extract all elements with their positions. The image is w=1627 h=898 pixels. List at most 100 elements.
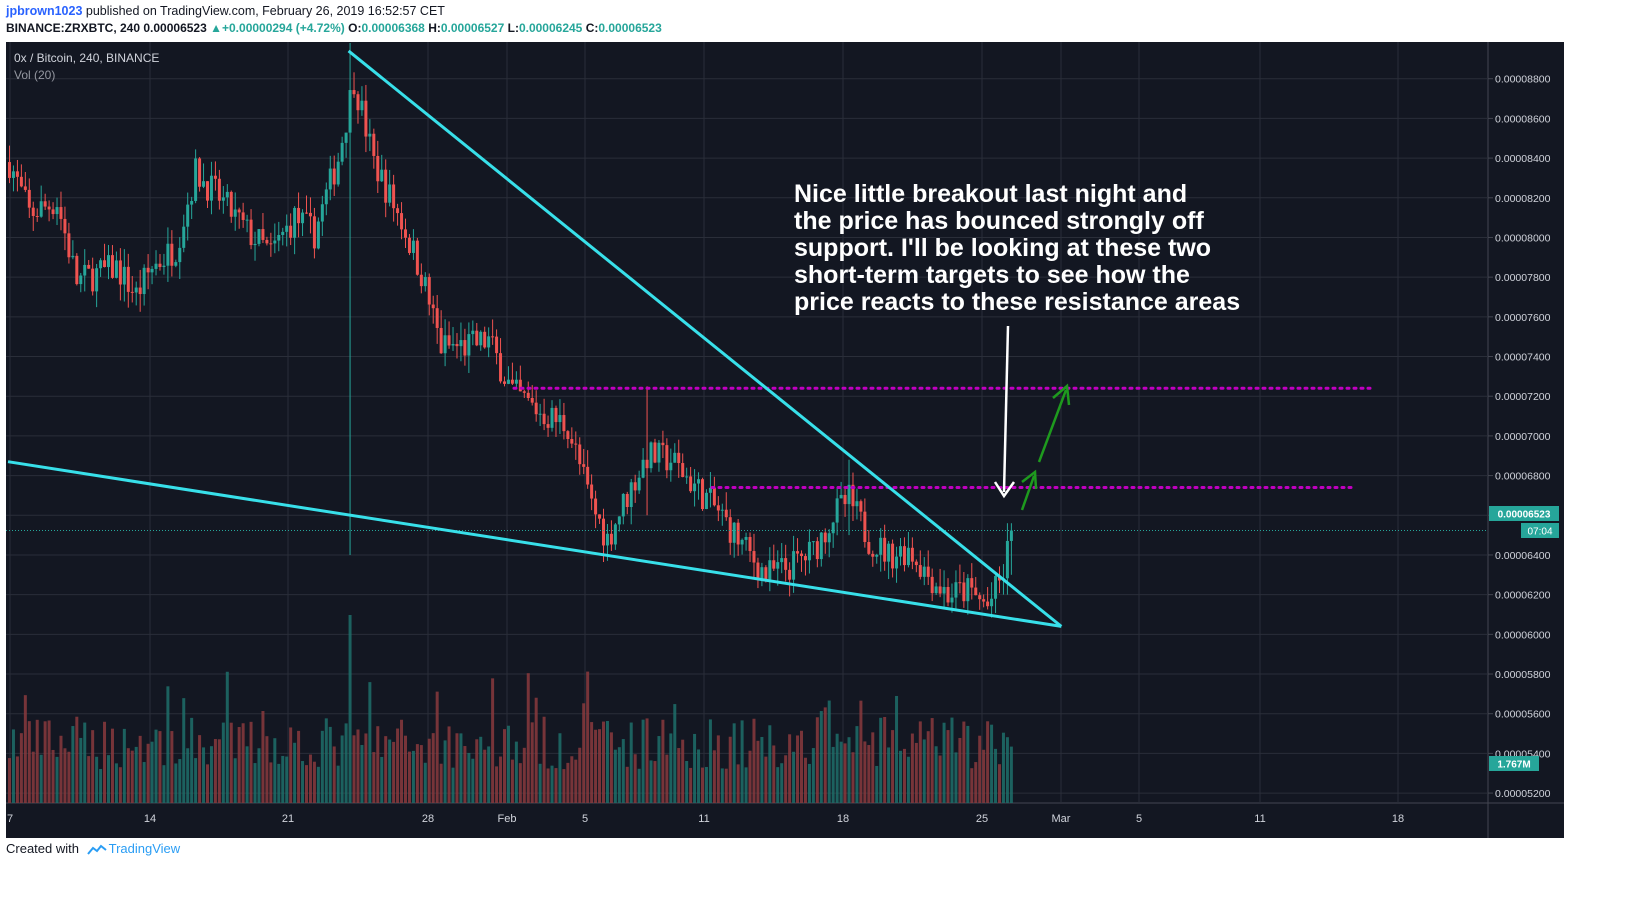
volume-bar	[95, 756, 99, 803]
price-chart[interactable]: Nice little breakout last night and the …	[0, 42, 1627, 838]
candle-body	[831, 522, 835, 534]
candle-body	[95, 268, 99, 292]
volume-bar	[475, 739, 479, 803]
created-with-text: Created with	[6, 841, 79, 856]
y-tick-label: 0.00007400	[1495, 352, 1551, 364]
legend-title: 0x / Bitcoin, 240, BINANCE	[14, 51, 159, 65]
candle-body	[79, 275, 83, 285]
volume-bar	[990, 724, 994, 803]
volume-bar	[503, 729, 506, 803]
trendline	[7, 460, 1062, 628]
volume-bar	[178, 759, 182, 803]
candle-body	[360, 100, 364, 111]
candle-body	[546, 424, 550, 428]
volume-bar	[380, 756, 384, 803]
low-label: L:	[507, 21, 519, 35]
candle-body	[950, 597, 954, 603]
author-link[interactable]: jpbrown1023	[6, 4, 83, 18]
chart-legend: 0x / Bitcoin, 240, BINANCE Vol (20)	[14, 51, 159, 82]
volume-bar	[732, 723, 736, 803]
volume-bar	[368, 682, 372, 803]
volume-bar	[376, 726, 380, 803]
volume-bar	[748, 750, 752, 803]
candle-body	[348, 90, 352, 133]
volume-bar	[530, 722, 534, 803]
candle-body	[407, 237, 411, 253]
legend-volume: Vol (20)	[14, 68, 55, 82]
volume-bar	[328, 726, 332, 803]
volume-bar	[257, 748, 261, 803]
green-arrow-1-shaft	[1020, 475, 1036, 511]
candle-body	[582, 464, 586, 467]
volume-bar	[669, 733, 673, 803]
volume-bar	[320, 730, 324, 803]
volume-bar	[617, 747, 621, 803]
candle-body	[665, 445, 669, 471]
candle-body	[178, 247, 182, 263]
candle-body	[182, 226, 186, 248]
x-tick-label: 18	[837, 813, 849, 825]
candle-body	[867, 542, 871, 554]
candle-body	[827, 533, 831, 543]
candle-body	[1009, 530, 1013, 541]
time-axis[interactable]	[6, 803, 1564, 838]
candle-body	[538, 413, 542, 415]
volume-bar	[598, 729, 602, 803]
candle-body	[689, 476, 693, 492]
annotation-text: Nice little breakout last night and the …	[794, 180, 1240, 316]
volume-bar	[784, 755, 788, 803]
candle-body	[364, 100, 368, 137]
candle-body	[154, 263, 158, 269]
volume-bar	[491, 678, 495, 803]
candle-body	[982, 599, 986, 602]
volume-bars	[8, 615, 1013, 803]
volume-bar	[332, 746, 336, 803]
candle-body	[550, 407, 554, 428]
candle-body	[578, 444, 582, 465]
candle-body	[792, 551, 796, 580]
volume-bar	[11, 729, 15, 803]
volume-bar	[281, 755, 285, 803]
volume-bar	[439, 763, 443, 803]
candle-body	[261, 229, 265, 240]
candle-body	[534, 402, 538, 415]
volume-bar	[954, 752, 958, 803]
volume-bar	[79, 737, 83, 803]
publish-text: published on TradingView.com, February 2…	[85, 4, 445, 18]
candle-body	[895, 556, 899, 569]
publish-info: jpbrown1023 published on TradingView.com…	[6, 4, 445, 18]
candle-body	[380, 169, 384, 182]
volume-bar	[835, 733, 839, 803]
candle-body	[372, 133, 376, 156]
candle-body	[253, 243, 257, 246]
volume-bar	[982, 749, 986, 803]
volume-bar	[419, 745, 423, 803]
y-tick-label: 0.00008400	[1495, 153, 1551, 165]
volume-bar	[760, 736, 764, 803]
candle-body	[332, 168, 336, 185]
volume-bar	[170, 731, 174, 803]
candle-body	[158, 263, 162, 267]
volume-bar	[962, 721, 966, 803]
candle-body	[142, 267, 146, 295]
candle-body	[586, 466, 590, 485]
x-tick-label: 18	[1392, 813, 1404, 825]
candle-body	[281, 231, 285, 235]
volume-bar	[221, 722, 225, 803]
volume-bar	[542, 716, 546, 803]
white-arrow-shaft	[1002, 325, 1010, 493]
volume-bar	[126, 748, 130, 803]
countdown-tag-text: 07:04	[1527, 527, 1552, 538]
volume-bar	[602, 721, 605, 803]
candles	[8, 42, 1013, 618]
volume-bar	[859, 700, 863, 803]
volume-bar	[138, 735, 142, 803]
y-tick-label: 0.00008000	[1495, 232, 1551, 244]
candle-body	[63, 218, 67, 234]
candle-body	[91, 268, 95, 292]
plot-area[interactable]	[6, 42, 1488, 803]
candle-body	[15, 171, 19, 177]
price-axis[interactable]	[1488, 42, 1564, 803]
tradingview-brand-link[interactable]: TradingView	[108, 841, 181, 856]
candle-body	[562, 415, 566, 432]
